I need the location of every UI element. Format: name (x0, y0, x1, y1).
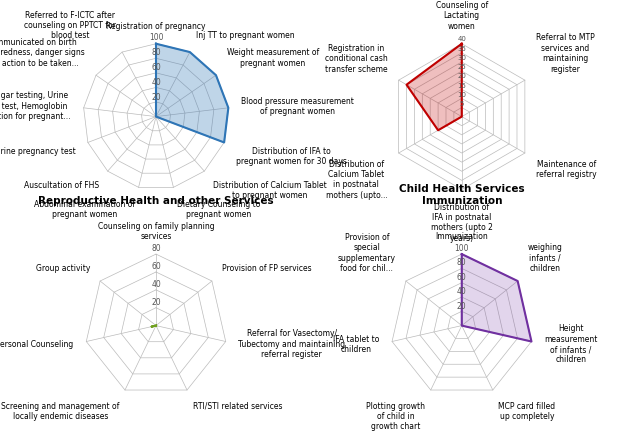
Text: Height
measurement
of infants /
children: Height measurement of infants / children (544, 324, 597, 364)
Text: Auscultation of FHS: Auscultation of FHS (24, 181, 99, 190)
Text: Inj TT to pregnant women: Inj TT to pregnant women (196, 31, 295, 40)
Text: 20: 20 (457, 73, 466, 80)
Text: 60: 60 (151, 63, 161, 72)
Text: 100: 100 (454, 244, 469, 253)
Text: Referral for Vasectomy/
Tubectomy and maintaining
referral register: Referral for Vasectomy/ Tubectomy and ma… (238, 330, 345, 359)
Text: Maintenance of
referral registry: Maintenance of referral registry (536, 160, 597, 179)
Text: 40: 40 (151, 280, 161, 289)
Text: 60: 60 (457, 273, 467, 282)
Text: IFA tablet to
children: IFA tablet to children (333, 335, 379, 354)
Text: Screening and management of
locally endemic diseases: Screening and management of locally ende… (1, 402, 119, 421)
Text: 40: 40 (151, 78, 161, 87)
Text: Urine pregnancy test: Urine pregnancy test (0, 147, 76, 156)
Polygon shape (407, 44, 462, 130)
Text: 20: 20 (457, 302, 467, 311)
Polygon shape (156, 44, 228, 143)
Text: Immunization: Immunization (436, 232, 488, 241)
Text: 35: 35 (457, 46, 466, 51)
Title: Child Health Services
Immunization: Child Health Services Immunization (399, 184, 525, 206)
Text: Abdominal examination of
pregnant women: Abdominal examination of pregnant women (34, 200, 135, 220)
Text: Registration in
conditional cash
transfer scheme: Registration in conditional cash transfe… (324, 44, 388, 73)
Text: Distribution of
Calcium Tablet
in postnatal
mothers (upto...: Distribution of Calcium Tablet in postna… (326, 160, 388, 200)
Text: Provision of FP services: Provision of FP services (222, 264, 311, 273)
Text: 80: 80 (151, 244, 161, 253)
Text: Distribution of Calcium Tablet
to pregnant women: Distribution of Calcium Tablet to pregna… (213, 181, 327, 200)
Text: 80: 80 (457, 258, 467, 267)
Text: Dietary Counseling to
pregnant women: Dietary Counseling to pregnant women (177, 200, 260, 220)
Text: 40: 40 (457, 36, 466, 42)
Text: 40: 40 (457, 287, 467, 297)
Text: Dietary
Counseling of
Lactating
women: Dietary Counseling of Lactating women (436, 0, 488, 31)
Text: Plotting growth
of child in
growth chart: Plotting growth of child in growth chart (366, 402, 425, 431)
Text: Blood pressure measurement
of pregnant women: Blood pressure measurement of pregnant w… (241, 96, 354, 116)
Text: Referral to MTP
services and
maintaining
register: Referral to MTP services and maintaining… (536, 33, 595, 73)
Text: Provision of
special
supplementary
food for chil...: Provision of special supplementary food … (338, 233, 396, 273)
Text: Communicated on birth
preparedness, danger signs
and action to be taken...: Communicated on birth preparedness, dang… (0, 38, 85, 68)
Text: Registration of pregnancy: Registration of pregnancy (106, 22, 206, 31)
Text: Counseling on family planning
services: Counseling on family planning services (98, 222, 214, 241)
Text: Referred to F-ICTC after
counseling on PPTCT for
blood test: Referred to F-ICTC after counseling on P… (24, 11, 116, 40)
Text: weighing
infants /
children: weighing infants / children (528, 243, 563, 273)
Title: Reproductive Health and other Services: Reproductive Health and other Services (38, 196, 274, 206)
Text: 30: 30 (457, 55, 466, 61)
Text: 25: 25 (457, 64, 466, 70)
Text: Distribution of
IFA in postnatal
mothers (upto 2
years): Distribution of IFA in postnatal mothers… (431, 202, 493, 243)
Text: 60: 60 (151, 262, 161, 271)
Text: Distribution of IFA to
pregnant women for 30 days: Distribution of IFA to pregnant women fo… (236, 147, 348, 166)
Text: Weight measurement of
pregnant women: Weight measurement of pregnant women (227, 48, 319, 68)
Text: 20: 20 (151, 298, 161, 308)
Text: Group activity: Group activity (36, 264, 90, 273)
Text: 20: 20 (151, 93, 161, 102)
Polygon shape (462, 254, 532, 341)
Text: 15: 15 (457, 83, 466, 89)
Text: 10: 10 (457, 92, 466, 98)
Text: RTI/STI related services: RTI/STI related services (193, 402, 282, 411)
Text: 80: 80 (151, 48, 161, 57)
Text: 5: 5 (459, 101, 464, 107)
Text: Interpersonal Counseling: Interpersonal Counseling (0, 340, 74, 349)
Text: Blood sugar testing, Urine
albumin test, Hemoglobin
examination for pregnant...: Blood sugar testing, Urine albumin test,… (0, 92, 71, 121)
Text: MCP card filled
up completely: MCP card filled up completely (499, 402, 555, 421)
Text: 100: 100 (149, 33, 163, 42)
